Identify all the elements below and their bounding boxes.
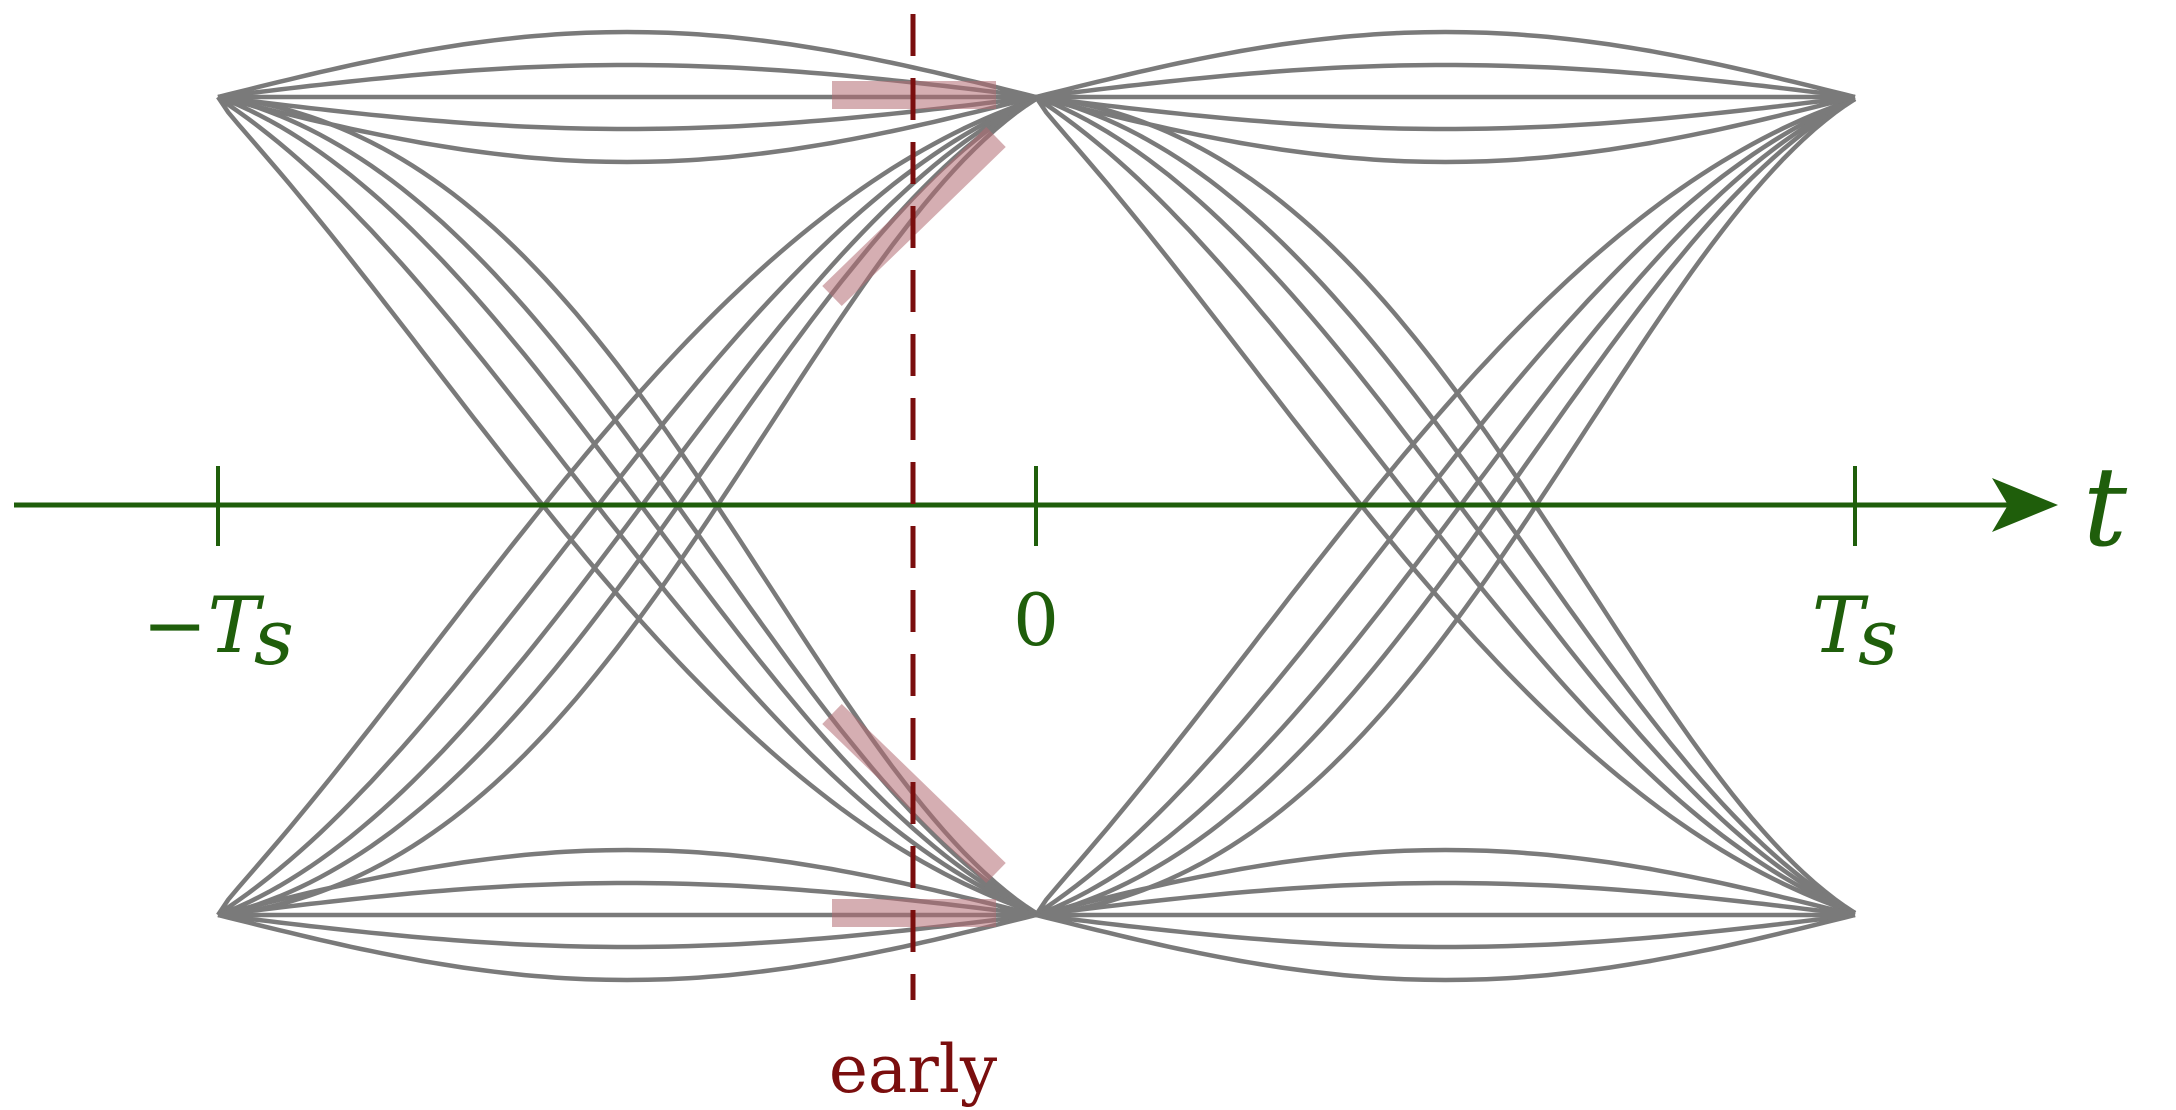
tick-label-ts: Ts [1812,581,1898,683]
eye-trace [216,95,1037,916]
eye-trace [1035,94,1857,915]
eye-trace-level [1035,62,1856,100]
eye-trace [1034,96,1856,917]
eye-trace [216,96,1037,917]
eye-trace [1034,95,1856,916]
eye-trace-level [1035,912,1856,983]
eye-trace [217,94,1037,916]
eye-trace-level [217,94,1037,132]
eye-trace-level [217,847,1037,918]
eye-trace-level [1035,94,1856,165]
eye-trace-level [217,94,1037,165]
tick-label-minus-ts: −Ts [142,581,294,683]
time-axis-arrowhead [1992,478,2058,532]
eye-trace-level [1035,94,1856,132]
tick-label-zero: 0 [1013,578,1059,662]
eye-traces [216,29,1857,983]
eye-trace [1035,96,1856,918]
eye-trace-level [1035,847,1856,918]
axis-variable-label: t [2083,443,2128,571]
eye-trace [216,96,1037,917]
eye-trace [1035,94,1857,915]
eye-trace-level [217,912,1037,983]
eye-trace-level [217,29,1037,100]
eye-trace [217,96,1037,918]
early-label: early [829,1031,998,1108]
eye-trace-level [1035,912,1856,950]
eye-trace [1035,97,1857,918]
eye-trace [1034,95,1856,916]
eye-trace [1035,94,1856,916]
eye-trace [216,95,1037,916]
eye-trace-level [1035,880,1856,918]
eye-trace [1035,97,1857,918]
eye-trace-level [1035,29,1856,100]
eye-trace [1034,96,1856,917]
eye-trace [217,94,1038,915]
eye-trace-level [217,912,1037,950]
